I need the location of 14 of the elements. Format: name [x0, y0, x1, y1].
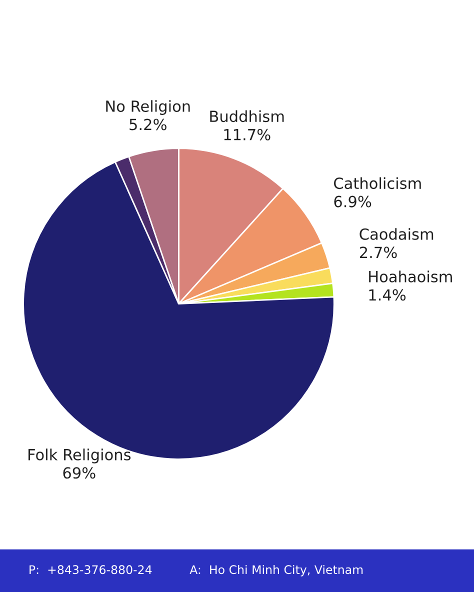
text: P: +843-376-880-24	[30, 565, 152, 574]
data-label: 5.2%	[130, 118, 166, 130]
slice-label: Buddhism	[210, 110, 284, 122]
data-label: 2.7%	[360, 246, 397, 258]
slice-label: Folk Religions	[28, 448, 131, 464]
data-label: 1.4%	[369, 289, 406, 301]
text: A: Ho Chi Minh City, Vietnam	[190, 564, 363, 576]
data-label: 11.7%	[224, 128, 270, 140]
slice-label: No Religion	[106, 100, 190, 115]
slice-label: Caodaism	[360, 228, 434, 240]
slice-label: Hoahaoism	[369, 270, 452, 282]
data-label: 69%	[63, 467, 96, 479]
data-label: 6.9%	[334, 196, 372, 208]
slice-label: Catholicism	[334, 177, 421, 190]
